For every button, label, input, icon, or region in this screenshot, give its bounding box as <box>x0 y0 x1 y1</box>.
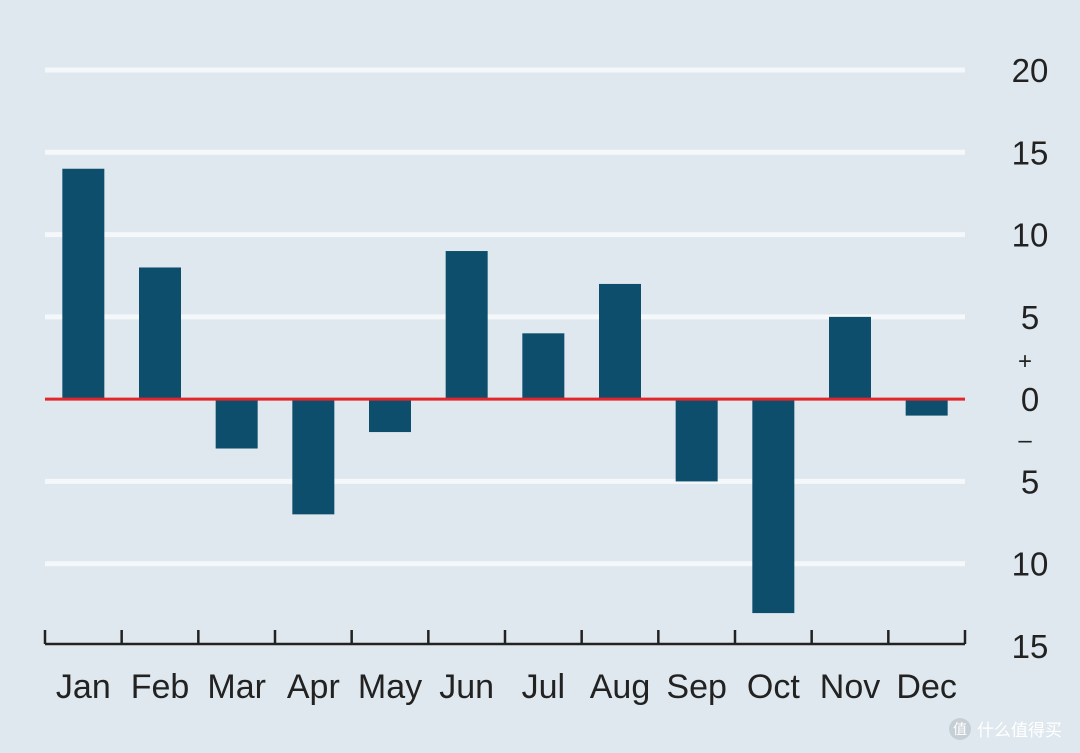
y-tick-label: 5 <box>1021 299 1039 336</box>
x-tick-label: Jul <box>522 668 565 706</box>
x-axis <box>43 630 967 646</box>
bar-apr <box>292 399 335 515</box>
zhi-logo-icon: 值 <box>949 717 971 740</box>
bar-jun <box>445 251 488 400</box>
gridlines <box>45 67 965 567</box>
x-tick-label: Jan <box>56 668 111 706</box>
y-tick-label: 10 <box>1012 546 1049 583</box>
y-tick-label: 10 <box>1012 217 1049 254</box>
bar-mar <box>215 399 258 449</box>
y-tick-label: 0 <box>1021 381 1039 418</box>
y-tick-label: 15 <box>1012 628 1049 665</box>
x-tick-label: Jun <box>439 668 494 706</box>
bars <box>62 168 948 614</box>
x-axis-labels: Jan Feb Mar Apr May Jun Jul Aug Sep Oct Nov Dec <box>56 668 957 706</box>
x-tick-label: Oct <box>747 668 800 706</box>
bar-may <box>369 399 411 433</box>
x-tick-label: Sep <box>666 668 727 706</box>
bar-feb <box>139 267 181 400</box>
y-tick-label: 20 <box>1012 52 1049 89</box>
bar-sep <box>675 399 718 482</box>
y-axis-labels: 20 15 10 5 0 5 10 15 + – <box>1012 52 1049 665</box>
y-tick-label: 15 <box>1012 134 1049 171</box>
watermark-text: 什么值得买 <box>977 721 1062 741</box>
bar-jan <box>62 168 105 400</box>
x-tick-label: Dec <box>896 668 956 706</box>
watermark: 值 什么值得买 <box>949 716 1062 741</box>
x-tick-label: Aug <box>590 668 651 706</box>
x-tick-label: Feb <box>131 668 190 706</box>
minus-sign-marker: – <box>1018 427 1032 454</box>
x-tick-label: Nov <box>820 668 880 706</box>
plus-sign-marker: + <box>1018 348 1032 375</box>
bar-nov <box>829 316 871 400</box>
x-tick-label: May <box>358 668 422 706</box>
x-tick-label: Apr <box>287 668 340 706</box>
bar-dec <box>905 399 948 416</box>
bar-aug <box>599 283 641 400</box>
bar-jul <box>522 333 565 400</box>
y-tick-label: 5 <box>1021 463 1039 500</box>
bar-oct <box>752 399 795 614</box>
x-tick-label: Mar <box>207 668 266 706</box>
